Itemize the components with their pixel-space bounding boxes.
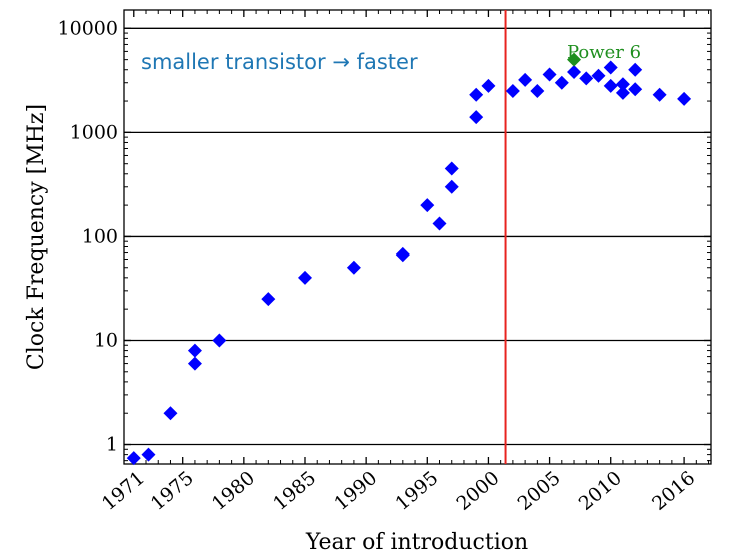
data-point [591,68,606,83]
y-tick-label: 100 [82,225,118,247]
data-point [420,198,435,213]
data-point [530,83,545,98]
data-point [579,71,594,86]
data-point [505,83,520,98]
data-point [542,67,557,82]
y-tick-label: 1 [106,434,118,456]
data-point [187,356,202,371]
data-point [469,110,484,125]
data-point [628,82,643,97]
highlight-point [567,52,582,67]
x-axis-title: Year of introduction [305,530,528,555]
data-point [652,87,667,102]
data-point [628,62,643,77]
x-tick-label: 2000 [452,467,503,515]
y-tick-label: 10000 [58,17,118,39]
data-point [677,91,692,106]
y-axis-ticks: 1 10 100 1000 10000 [58,17,711,462]
data-point [395,246,410,261]
data-point [469,87,484,102]
data-point [297,270,312,285]
data-point [615,85,630,100]
x-tick-label: 2010 [575,467,626,515]
x-tick-label: 1995 [391,467,442,515]
data-point [567,65,582,80]
data-point [187,343,202,358]
data-point [212,333,227,348]
x-tick-label: 1975 [147,467,198,515]
annotation-label: smaller transistor → faster [141,50,418,74]
x-tick-label: 1985 [269,467,320,515]
data-point [432,216,447,231]
x-tick-label: 2005 [514,467,565,515]
data-point [163,406,178,421]
y-tick-label: 10 [94,329,118,351]
data-point [603,78,618,93]
data-point [346,260,361,275]
y-axis-title: Clock Frequency [MHz] [24,104,49,370]
data-point [261,292,276,307]
x-tick-label: 1990 [330,467,381,515]
x-tick-label: 1980 [208,467,259,515]
x-tick-label: 1971 [98,467,149,515]
data-point [615,77,630,92]
data-point [141,447,156,462]
highlight-label: Power 6 [567,42,641,63]
data-points [126,52,692,466]
data-point [481,78,496,93]
data-point [518,72,533,87]
data-point [444,161,459,176]
data-point [603,60,618,75]
y-tick-label: 1000 [70,121,118,143]
data-point [126,451,141,466]
x-tick-label: 2016 [648,467,699,515]
data-point [554,75,569,90]
data-point [444,179,459,194]
